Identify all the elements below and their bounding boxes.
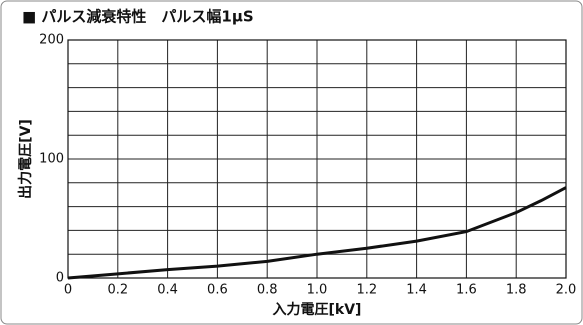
- x-tick-label: 0: [64, 283, 72, 298]
- y-tick-label: 0: [56, 271, 64, 286]
- y-axis-label: 出力電圧[V]: [17, 119, 34, 199]
- y-tick-label: 100: [39, 152, 64, 167]
- x-tick-label: 1.4: [406, 283, 427, 298]
- x-tick-label: 1.8: [506, 283, 527, 298]
- x-tick-label: 0.6: [207, 283, 228, 298]
- x-tick-label: 0.8: [257, 283, 278, 298]
- plot-border: [67, 39, 567, 279]
- x-tick-label: 1.2: [356, 283, 377, 298]
- x-tick-label: 0.2: [107, 283, 128, 298]
- x-axis-label: 入力電圧[kV]: [273, 301, 362, 318]
- x-tick-label: 2.0: [556, 283, 577, 298]
- line: [67, 186, 567, 280]
- x-tick-label: 1.6: [456, 283, 477, 298]
- chart-title: ■ パルス減衰特性 パルス幅1μS: [22, 8, 254, 26]
- x-tick-label: 0.4: [157, 283, 178, 298]
- x-tick-label: 1.0: [307, 283, 328, 298]
- y-tick-label: 200: [39, 33, 64, 48]
